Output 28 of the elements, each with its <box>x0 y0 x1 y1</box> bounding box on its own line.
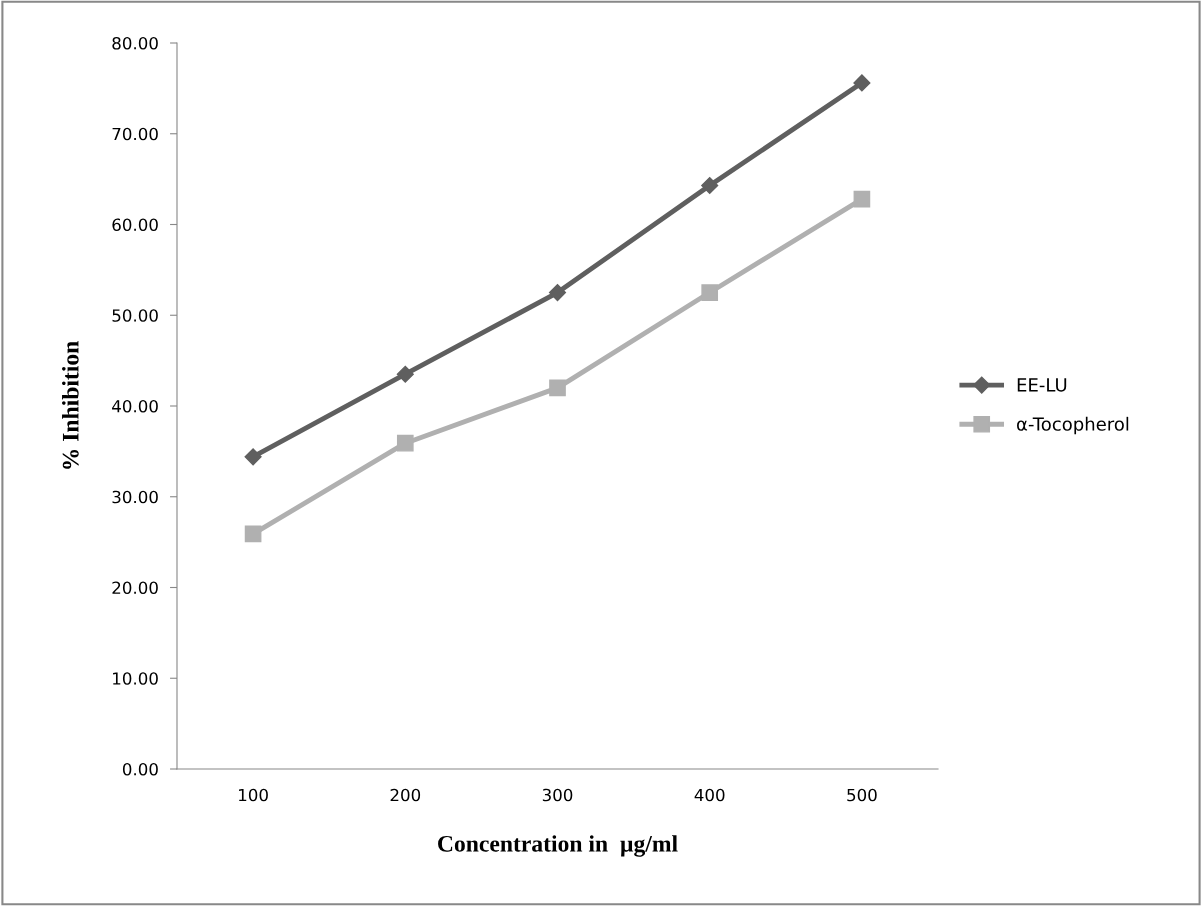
y-tick-label: 70.00 <box>112 127 158 141</box>
y-tick-label: 30.00 <box>112 490 158 504</box>
legend-label: α-Tocopherol <box>1017 416 1129 435</box>
y-tick-label: 0.00 <box>122 762 158 776</box>
x-tick-label: 200 <box>390 788 421 802</box>
point <box>701 284 719 301</box>
point <box>244 525 262 543</box>
y-tick-label: 40.00 <box>112 399 158 413</box>
y-tick-label: 60.00 <box>112 218 158 232</box>
x-tick-label: 500 <box>847 788 877 802</box>
y-tick-label: 50.00 <box>112 309 158 322</box>
y-axis-title: % Inhibition <box>62 341 79 469</box>
point <box>701 176 719 195</box>
y-tick-label: 10.00 <box>113 672 158 685</box>
x-tick-label: 100 <box>239 788 268 802</box>
point <box>548 284 567 302</box>
point <box>396 434 414 452</box>
x-axis-title: Concentration in µg/ml <box>438 835 678 857</box>
legend-label: EE-LU <box>1017 378 1067 392</box>
point <box>244 448 262 466</box>
point <box>853 190 871 208</box>
x-tick-label: 400 <box>694 788 725 802</box>
y-tick-label: 80.00 <box>112 36 158 50</box>
y-tick-label: 20.00 <box>112 581 158 595</box>
point <box>549 379 566 397</box>
x-tick-label: 300 <box>542 788 573 802</box>
point <box>396 365 414 383</box>
point <box>853 74 871 92</box>
